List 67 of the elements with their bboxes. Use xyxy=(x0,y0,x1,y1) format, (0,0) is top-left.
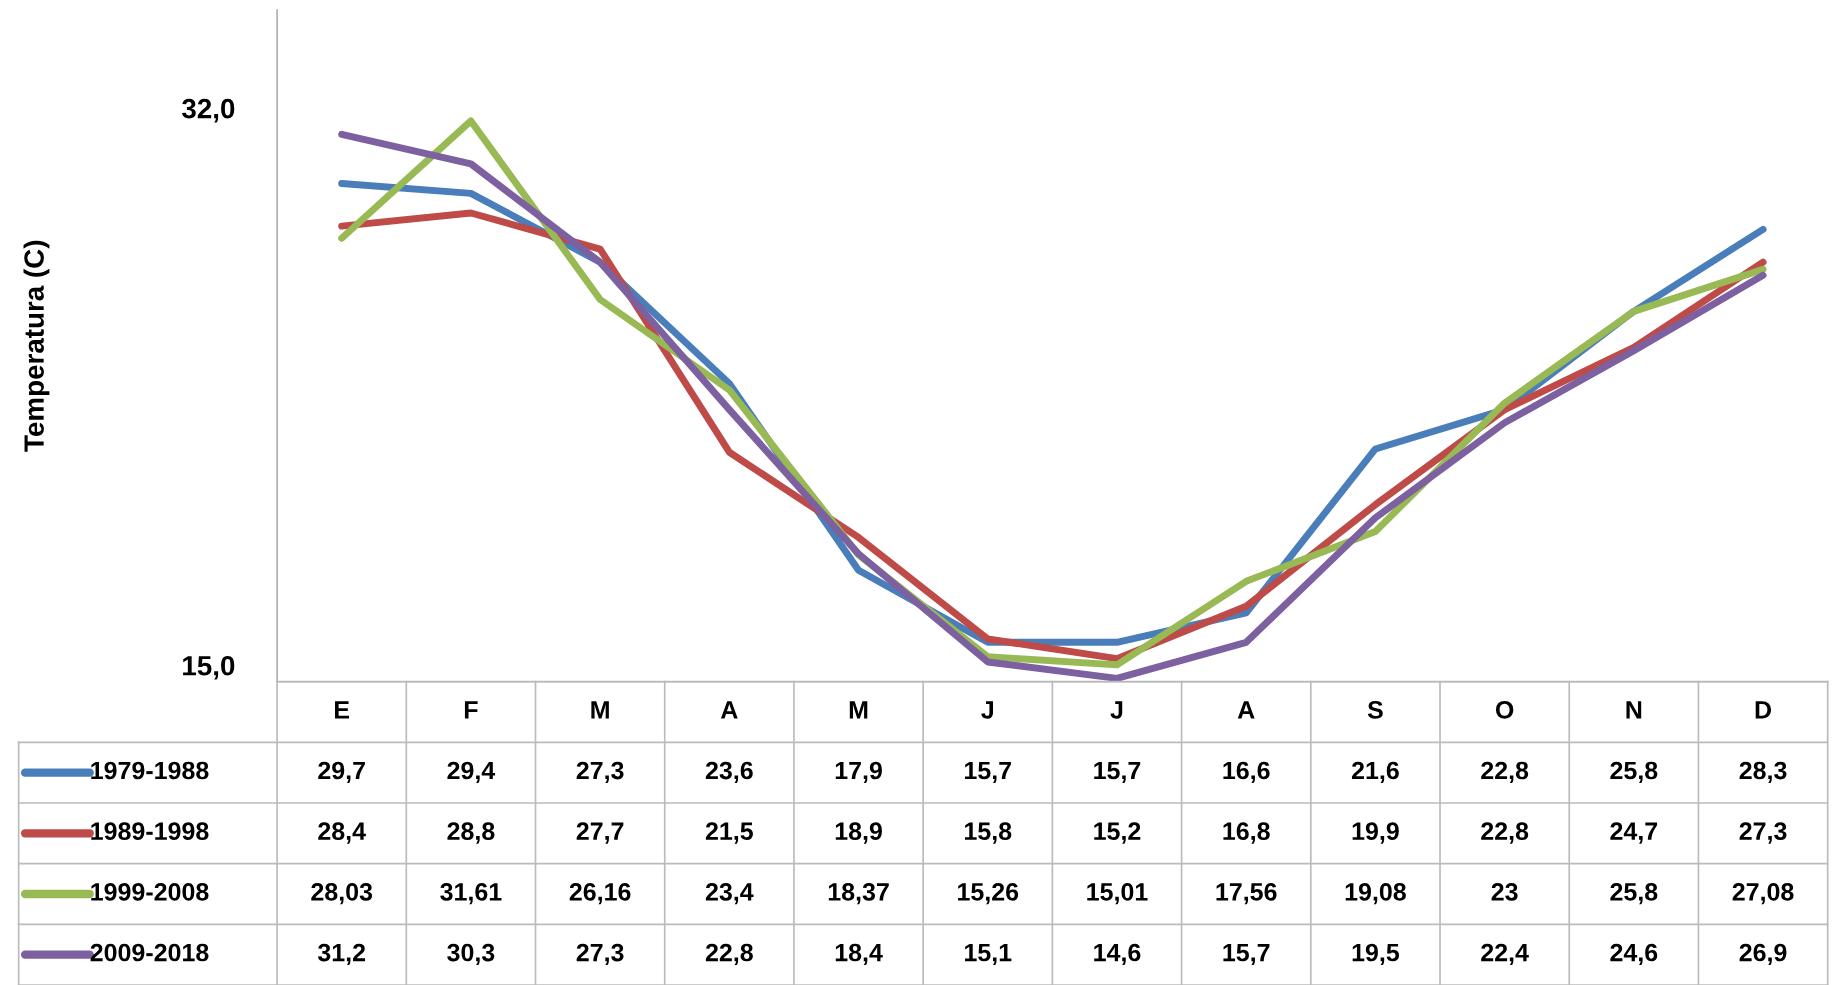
data-label: 19,08 xyxy=(1345,882,1406,905)
data-label: 23,6 xyxy=(705,761,753,783)
data-label: 24,6 xyxy=(1610,943,1658,965)
data-label: 15,2 xyxy=(1094,822,1141,844)
data-label: 19,5 xyxy=(1352,943,1400,965)
data-label: 15,7 xyxy=(1223,943,1270,965)
data-label: 15,1 xyxy=(965,943,1012,965)
legend-label: 1989-1998 xyxy=(91,822,209,841)
data-label: 21,6 xyxy=(1351,761,1399,783)
y-axis-title: Temperatura (C) xyxy=(23,240,50,452)
y-tick-label: 32,0 xyxy=(182,98,235,123)
data-label: 26,9 xyxy=(1739,943,1787,965)
data-label: 25,8 xyxy=(1610,882,1658,905)
data-label: 15,26 xyxy=(958,882,1019,905)
data-label: 16,8 xyxy=(1223,822,1270,844)
data-label: 14,6 xyxy=(1094,943,1141,965)
data-label: 31,2 xyxy=(317,943,366,965)
data-label: 31,61 xyxy=(440,882,502,905)
x-tick-label: J xyxy=(1110,701,1123,719)
x-tick-label: S xyxy=(1367,700,1383,719)
data-label: 29,4 xyxy=(447,761,496,783)
data-label: 27,3 xyxy=(576,943,624,965)
data-label: 15,01 xyxy=(1087,882,1148,905)
data-label: 18,9 xyxy=(835,822,882,844)
data-label: 29,7 xyxy=(318,761,365,783)
data-label: 27,3 xyxy=(576,761,624,783)
data-label: 18,37 xyxy=(828,882,889,905)
data-label: 19,9 xyxy=(1352,822,1399,844)
data-label: 23 xyxy=(1491,882,1518,901)
data-label: 17,9 xyxy=(835,761,882,783)
x-tick-label: A xyxy=(720,701,738,719)
x-tick-label: E xyxy=(335,701,350,719)
legend-label: 2009-2018 xyxy=(90,943,209,962)
x-tick-label: J xyxy=(981,701,994,719)
data-label: 22,8 xyxy=(1481,761,1529,783)
data-label: 28,4 xyxy=(318,822,366,844)
data-label: 15,7 xyxy=(965,761,1011,783)
legend-label: 1979-1988 xyxy=(91,761,209,780)
data-label: 22,8 xyxy=(705,943,753,965)
data-label: 18,4 xyxy=(835,943,883,965)
data-label: 21,5 xyxy=(705,822,753,844)
data-label: 27,08 xyxy=(1732,882,1794,905)
x-tick-label: D xyxy=(1755,701,1772,719)
data-label: 16,6 xyxy=(1223,761,1270,783)
data-label: 17,56 xyxy=(1216,882,1277,905)
x-tick-label: M xyxy=(849,701,868,719)
data-label: 26,16 xyxy=(569,882,631,905)
data-label: 24,7 xyxy=(1610,822,1658,844)
data-label: 28,8 xyxy=(447,822,495,844)
y-tick-label: 15,0 xyxy=(183,655,235,680)
data-label: 28,03 xyxy=(311,882,373,905)
data-label: 22,8 xyxy=(1481,822,1529,844)
data-label: 27,7 xyxy=(576,822,624,844)
data-label: 28,3 xyxy=(1739,761,1787,783)
data-label: 30,3 xyxy=(447,943,495,965)
x-tick-label: M xyxy=(591,701,609,719)
x-tick-label: A xyxy=(1237,701,1255,719)
data-label: 15,7 xyxy=(1094,761,1141,783)
x-tick-label: N xyxy=(1626,701,1642,719)
x-tick-label: F xyxy=(464,701,478,719)
data-label: 23,4 xyxy=(705,882,754,905)
data-label: 25,8 xyxy=(1610,761,1658,783)
data-label: 22,4 xyxy=(1481,943,1529,965)
data-label: 15,8 xyxy=(965,822,1012,844)
x-tick-label: O xyxy=(1495,700,1514,719)
legend-label: 1999-2008 xyxy=(91,882,209,901)
data-label: 27,3 xyxy=(1739,822,1787,844)
